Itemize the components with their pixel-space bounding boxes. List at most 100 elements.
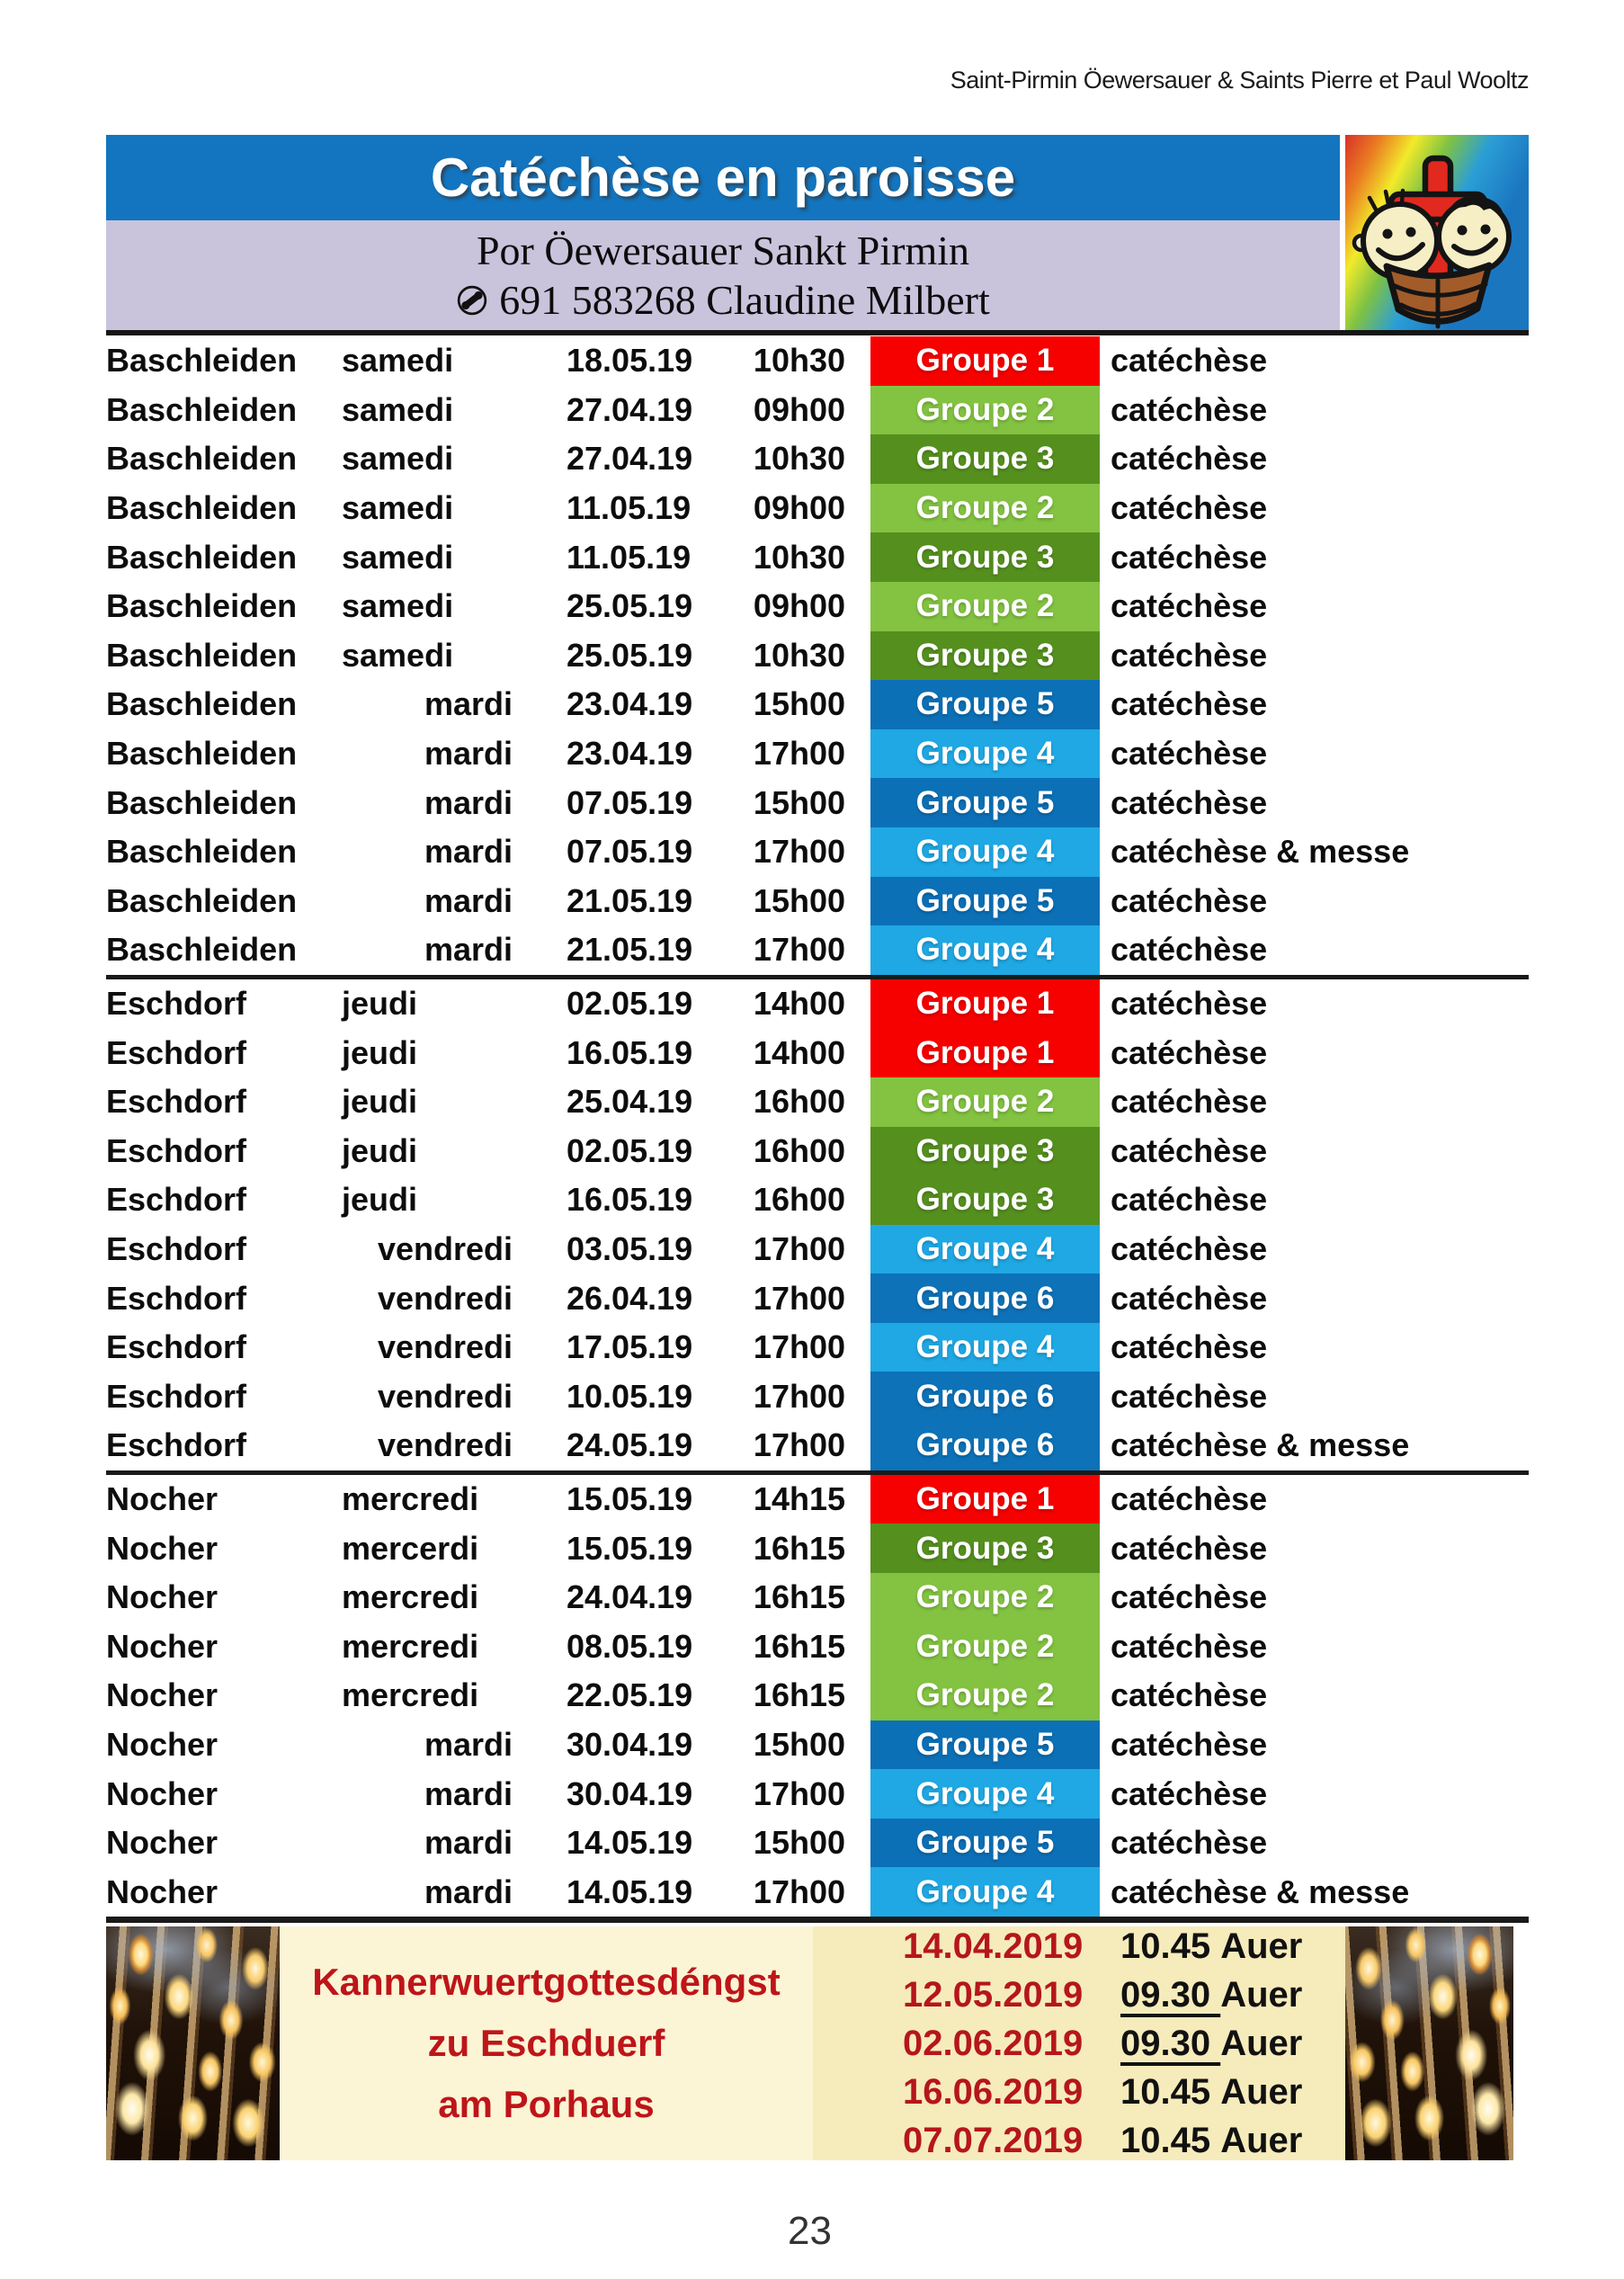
- service-date: 14.04.2019: [903, 1926, 1084, 1966]
- group-badge: Groupe 4: [870, 925, 1100, 975]
- group-badge: Groupe 3: [870, 1524, 1100, 1573]
- activity-cell: catéchèse: [1111, 685, 1268, 723]
- schedule-row: Baschleiden samedi 11.05.19 09h00 Groupe 2 ca…: [106, 483, 1529, 533]
- date-cell: 14.05.19: [567, 1824, 693, 1862]
- schedule-row: Baschleiden mardi 07.05.19 17h00 Groupe 4 cat…: [106, 827, 1529, 877]
- location-cell: Eschdorf: [106, 1377, 247, 1415]
- day-cell: vendredi: [377, 1426, 513, 1464]
- date-cell: 27.04.19: [567, 390, 693, 428]
- time-cell: 10h30: [753, 538, 845, 576]
- table-bottom-divider: [106, 1917, 1529, 1923]
- service-date: 12.05.2019: [903, 1974, 1084, 2015]
- location-cell: Eschdorf: [106, 1131, 247, 1169]
- day-cell: vendredi: [377, 1229, 513, 1267]
- location-cell: Nocher: [106, 1824, 219, 1862]
- service-time-suffix: Auer: [1220, 1926, 1303, 1966]
- service-date: 16.06.2019: [903, 2071, 1084, 2112]
- activity-cell: catéchèse: [1111, 489, 1268, 527]
- activity-cell: catéchèse: [1111, 985, 1268, 1023]
- schedule-row: Nocher mercredi 08.05.19 16h15 Groupe 2 catéc…: [106, 1622, 1529, 1672]
- title-bar: Catéchèse en paroisse: [106, 135, 1340, 220]
- activity-cell: catéchèse: [1111, 636, 1268, 674]
- schedule-row: Nocher mercredi 22.05.19 16h15 Groupe 2 catéc…: [106, 1671, 1529, 1720]
- location-cell: Baschleiden: [106, 538, 298, 576]
- kids-ark-logo-icon: [1345, 135, 1529, 330]
- location-cell: Eschdorf: [106, 1033, 247, 1071]
- activity-cell: catéchèse: [1111, 1083, 1268, 1121]
- time-cell: 17h00: [753, 1279, 845, 1317]
- activity-cell: catéchèse: [1111, 783, 1268, 821]
- day-cell: samedi: [342, 440, 454, 478]
- date-cell: 11.05.19: [567, 538, 692, 576]
- schedule-row: Eschdorf vendredi 17.05.19 17h00 Groupe 4 cat…: [106, 1322, 1529, 1372]
- service-time: 10.45: [1120, 1926, 1221, 1966]
- group-badge: Groupe 4: [870, 827, 1100, 877]
- day-cell: mardi: [424, 931, 513, 969]
- day-cell: mardi: [424, 1824, 513, 1862]
- day-cell: mardi: [424, 1774, 513, 1812]
- activity-cell: catéchèse & messe: [1111, 1426, 1410, 1464]
- day-cell: samedi: [342, 587, 454, 625]
- header-divider: [106, 330, 1529, 335]
- activity-cell: catéchèse: [1111, 1479, 1268, 1517]
- day-cell: jeudi: [342, 1181, 418, 1219]
- activity-cell: catéchèse: [1111, 1033, 1268, 1071]
- date-cell: 23.04.19: [567, 685, 693, 723]
- group-badge: Groupe 6: [870, 1372, 1100, 1422]
- activity-cell: catéchèse: [1111, 1627, 1268, 1665]
- announcement-line1: Kannerwuertgottesdéngst: [312, 1961, 781, 2003]
- date-cell: 21.05.19: [567, 931, 693, 969]
- service-date-row: 16.06.2019 10.45 Auer: [903, 2072, 1345, 2113]
- group-badge: Groupe 3: [870, 1126, 1100, 1176]
- date-cell: 02.05.19: [567, 985, 693, 1023]
- day-cell: jeudi: [342, 1131, 418, 1169]
- section-divider: [106, 1470, 1529, 1475]
- activity-cell: catéchèse: [1111, 735, 1268, 773]
- date-cell: 16.05.19: [567, 1033, 693, 1071]
- activity-cell: catéchèse: [1111, 1578, 1268, 1616]
- time-cell: 14h15: [753, 1479, 845, 1517]
- date-cell: 15.05.19: [567, 1479, 693, 1517]
- schedule-row: Nocher mardi 14.05.19 15h00 Groupe 5 catéchès…: [106, 1818, 1529, 1868]
- time-cell: 16h15: [753, 1529, 845, 1567]
- time-cell: 09h00: [753, 489, 845, 527]
- group-badge: Groupe 3: [870, 630, 1100, 681]
- day-cell: vendredi: [377, 1279, 513, 1317]
- group-badge: Groupe 5: [870, 876, 1100, 926]
- day-cell: samedi: [342, 390, 454, 428]
- date-cell: 25.05.19: [567, 587, 693, 625]
- location-cell: Baschleiden: [106, 685, 298, 723]
- day-cell: samedi: [342, 489, 454, 527]
- day-cell: samedi: [342, 538, 454, 576]
- schedule-row: Nocher mardi 14.05.19 17h00 Groupe 4 catéchès…: [106, 1867, 1529, 1917]
- schedule-row: Baschleiden samedi 11.05.19 10h30 Groupe 3 ca…: [106, 532, 1529, 582]
- schedule-row: Eschdorf jeudi 16.05.19 14h00 Groupe 1 catéch…: [106, 1028, 1529, 1077]
- schedule-row: Baschleiden mardi 23.04.19 15h00 Groupe 5 cat…: [106, 680, 1529, 729]
- activity-cell: catéchèse: [1111, 1676, 1268, 1714]
- location-cell: Eschdorf: [106, 1083, 247, 1121]
- activity-cell: catéchèse: [1111, 440, 1268, 478]
- day-cell: mercerdi: [342, 1529, 479, 1567]
- service-date-row: 07.07.2019 10.45 Auer: [903, 2121, 1345, 2161]
- location-cell: Baschleiden: [106, 833, 298, 871]
- date-cell: 25.04.19: [567, 1083, 693, 1121]
- time-cell: 16h00: [753, 1083, 845, 1121]
- date-cell: 25.05.19: [567, 636, 693, 674]
- location-cell: Nocher: [106, 1872, 219, 1910]
- day-cell: mardi: [424, 833, 513, 871]
- group-badge: Groupe 2: [870, 483, 1100, 533]
- day-cell: vendredi: [377, 1328, 513, 1366]
- location-cell: Nocher: [106, 1529, 219, 1567]
- date-cell: 24.04.19: [567, 1578, 693, 1616]
- ark-boat-icon: [1383, 262, 1493, 329]
- service-date-row: 12.05.2019 09.30 Auer: [903, 1975, 1345, 2015]
- day-cell: mardi: [424, 685, 513, 723]
- activity-cell: catéchèse: [1111, 1774, 1268, 1812]
- service-time-suffix: Auer: [1220, 1974, 1303, 2015]
- date-cell: 21.05.19: [567, 881, 693, 919]
- location-cell: Nocher: [106, 1676, 219, 1714]
- schedule-row: Baschleiden mardi 23.04.19 17h00 Groupe 4 cat…: [106, 728, 1529, 779]
- group-badge: Groupe 4: [870, 1769, 1100, 1819]
- service-time: 09.30: [1120, 1974, 1221, 2015]
